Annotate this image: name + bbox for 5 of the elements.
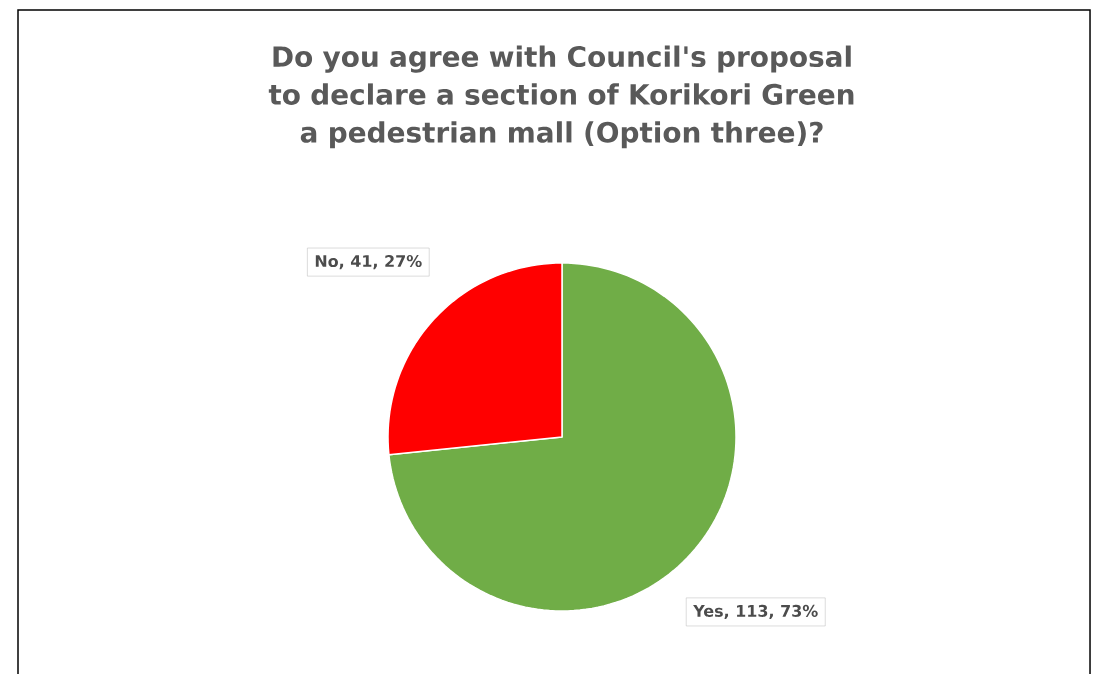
data-label: , 41, 27% (339, 255, 422, 270)
slice-label: Yes (693, 605, 723, 618)
slice-label: No (315, 255, 338, 268)
chart-title: Do you agree with Council's proposal to declare a section of Korikori Green a pedestrian mall (Option three)? (268, 45, 854, 149)
data-label: , 113, 73% (724, 604, 818, 620)
